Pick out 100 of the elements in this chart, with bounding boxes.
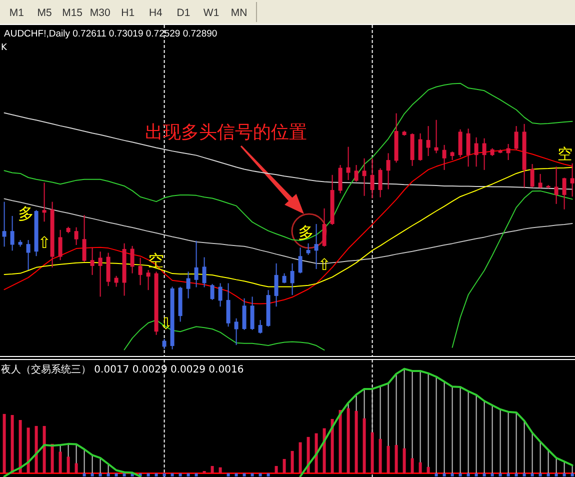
candlestick	[138, 257, 142, 286]
bar	[514, 473, 518, 476]
candlestick	[426, 126, 430, 157]
annotation: 多	[298, 223, 314, 242]
candlestick	[554, 166, 558, 204]
candlestick	[290, 262, 294, 296]
text: M30	[90, 7, 110, 19]
candlestick	[58, 229, 62, 261]
candlestick	[74, 226, 78, 246]
candlestick	[442, 144, 446, 170]
annotation: ⇧	[38, 233, 52, 252]
candlestick	[226, 282, 230, 328]
candlestick	[234, 318, 238, 346]
candlestick	[458, 128, 462, 158]
bar	[410, 458, 414, 474]
candlestick	[98, 251, 102, 298]
bar	[354, 410, 358, 474]
candlestick	[338, 164, 342, 194]
bar	[210, 466, 214, 474]
bar	[362, 418, 366, 474]
candlestick	[482, 138, 486, 170]
bar	[458, 473, 462, 476]
bar	[394, 444, 398, 474]
bar	[570, 473, 574, 476]
candlestick	[562, 177, 566, 210]
bar	[146, 473, 150, 476]
candlestick	[146, 270, 150, 291]
bar	[338, 410, 342, 474]
bar	[154, 473, 158, 476]
candlestick	[202, 256, 206, 288]
candlestick	[82, 214, 86, 262]
bar	[490, 473, 494, 476]
candlestick	[322, 208, 326, 248]
bar	[26, 428, 30, 474]
annotation: 出现多头信号的位置	[145, 122, 307, 143]
candlestick	[514, 126, 518, 150]
bar	[178, 473, 182, 476]
bar	[474, 473, 478, 476]
candlestick	[354, 164, 358, 182]
candlestick	[218, 282, 222, 308]
bar	[402, 448, 406, 474]
bar	[346, 408, 350, 474]
bar	[498, 473, 502, 476]
bar	[10, 414, 14, 474]
candlestick	[314, 223, 318, 270]
candlestick	[298, 247, 302, 274]
bar	[290, 450, 294, 474]
bar	[450, 473, 454, 476]
bar	[226, 473, 230, 476]
candlestick	[530, 164, 534, 188]
bar	[370, 432, 374, 474]
candlestick	[362, 158, 366, 196]
bar	[90, 473, 94, 476]
candlestick	[250, 296, 254, 330]
candlestick	[466, 128, 470, 168]
candlestick	[570, 162, 574, 198]
text: H1	[121, 7, 135, 19]
candlestick	[274, 262, 278, 308]
bar	[258, 473, 262, 476]
candlestick	[114, 275, 118, 288]
bar	[538, 473, 542, 476]
candlestick	[242, 298, 246, 330]
text: K	[1, 43, 8, 53]
bar	[442, 473, 446, 476]
text: M1	[9, 7, 24, 19]
bar	[378, 438, 382, 474]
candlestick	[26, 240, 30, 271]
candlestick	[90, 247, 94, 276]
bar	[466, 473, 470, 476]
bar	[122, 473, 126, 476]
bar	[186, 473, 190, 476]
bar	[554, 473, 558, 476]
text: W1	[203, 7, 220, 19]
bar	[98, 473, 102, 476]
bar	[266, 473, 270, 476]
candlestick	[418, 132, 422, 162]
bar	[282, 458, 286, 474]
text: M5	[37, 7, 52, 19]
bar	[234, 473, 238, 476]
bar	[546, 473, 550, 476]
bar	[106, 473, 110, 476]
bar	[530, 473, 534, 476]
bar	[426, 466, 430, 474]
candlestick	[538, 173, 542, 189]
bar	[82, 473, 86, 476]
bar	[218, 467, 222, 474]
bar	[322, 428, 326, 474]
bar	[194, 473, 198, 476]
annotation: 空	[148, 251, 164, 270]
bar	[2, 414, 6, 474]
bar	[562, 473, 566, 476]
candlestick	[282, 272, 286, 284]
chart-title: 夜人（交易系统三） 0.0017 0.0029 0.0029 0.0016	[1, 364, 244, 376]
bar	[522, 473, 526, 476]
candlestick	[386, 152, 390, 190]
bar	[298, 442, 302, 474]
candlestick	[210, 283, 214, 300]
candlestick	[506, 143, 510, 161]
bar	[314, 433, 318, 474]
annotation: 空	[558, 145, 572, 163]
